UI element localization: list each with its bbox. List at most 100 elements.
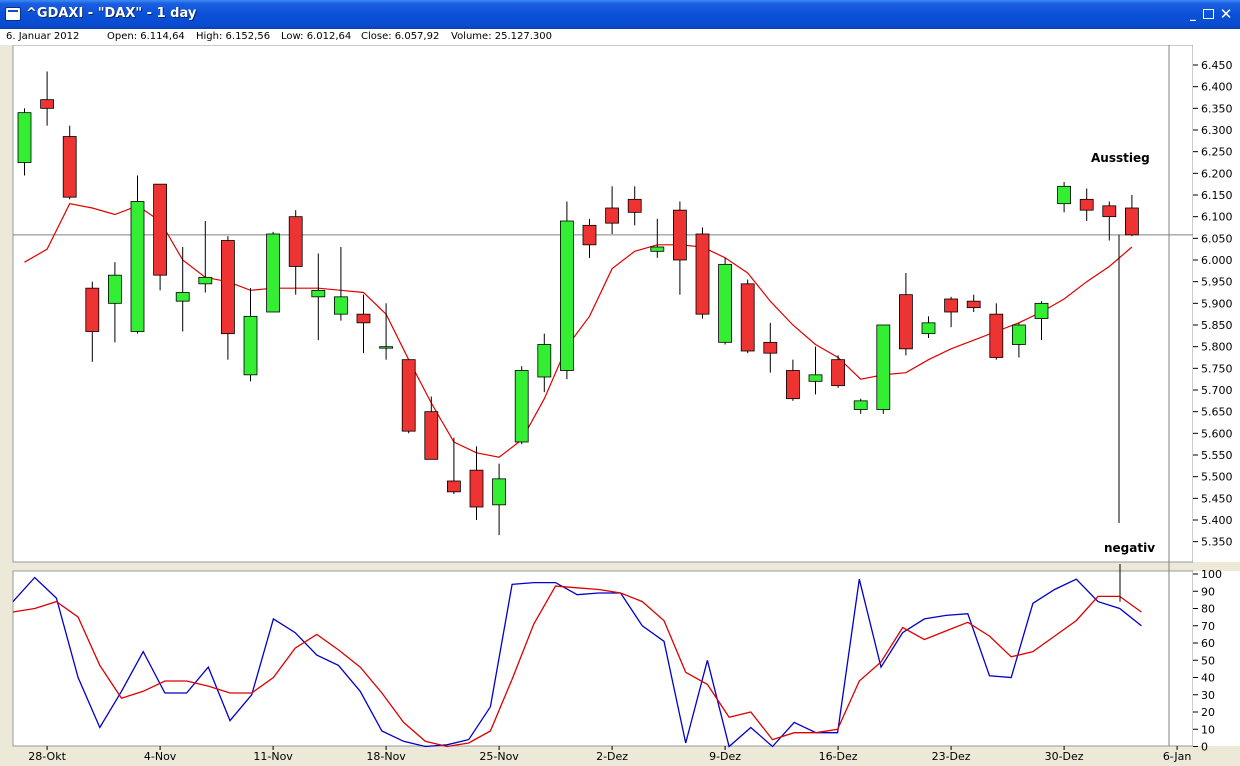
candle-body-up [853, 400, 868, 410]
candle-body-down [1125, 207, 1139, 236]
oscillator-line-blue [12, 576, 1142, 748]
candle-body-down [740, 283, 755, 352]
candle-body-up [921, 322, 936, 335]
candle-body-up [175, 292, 190, 302]
close-icon[interactable]: ✕ [1219, 5, 1233, 23]
candle [718, 257, 732, 345]
maximize-icon[interactable] [1203, 9, 1214, 19]
candle [921, 316, 936, 338]
chart-area[interactable]: 6.450 6.400 6.350 6.300 6.250 6.200 6.150 6.100… [0, 45, 1240, 766]
candle-body-up [1012, 324, 1026, 345]
candle-body-down [605, 207, 619, 224]
candle [17, 108, 32, 176]
price-axis-label: 5.750 [1201, 362, 1233, 375]
price-axis-label: 5.950 [1201, 276, 1233, 289]
candle-body-up [108, 274, 122, 304]
price-panel[interactable] [12, 45, 1194, 563]
candle-body-up [1057, 185, 1071, 205]
candle-body-down [627, 198, 642, 213]
candle [876, 324, 891, 414]
candle [220, 236, 235, 360]
chart-window-icon[interactable] [5, 7, 21, 21]
price-axis-label: 6.400 [1201, 81, 1233, 94]
candle-body-up [198, 276, 213, 285]
candle-body-down [356, 313, 371, 324]
x-axis-label: 16-Dez [819, 750, 858, 763]
oscillator-panel[interactable] [12, 570, 1194, 747]
oscillator-line-red [12, 585, 1142, 748]
price-axis-label: 5.500 [1201, 471, 1233, 484]
oscillator-axis-label: 70 [1201, 620, 1215, 633]
candle-body-down [989, 313, 1004, 358]
x-axis-label: 2-Dez [596, 750, 628, 763]
candle-body-up [492, 478, 507, 506]
candle [786, 359, 800, 401]
info-open: Open: 6.114,64 [107, 31, 185, 42]
price-axis-label: 5.650 [1201, 406, 1233, 419]
price-axis-label: 5.350 [1201, 536, 1233, 549]
candle [740, 279, 755, 354]
oscillator-axis-label: 30 [1201, 689, 1215, 702]
x-axis-label: 11-Nov [253, 750, 293, 763]
candle-body-up [266, 233, 281, 313]
window-titlebar[interactable]: ^GDAXI - "DAX" - 1 day _ ✕ [0, 0, 1240, 29]
candle-body-down [966, 300, 981, 309]
oscillator-axis-label: 60 [1201, 637, 1215, 650]
candle-body-down [220, 240, 235, 335]
candle [944, 296, 958, 328]
candle [266, 231, 281, 313]
info-volume: Volume: 25.127.300 [451, 31, 552, 42]
candle [85, 281, 100, 362]
price-axis-label: 5.900 [1201, 297, 1233, 310]
candle-body-down [695, 233, 710, 315]
candle [379, 303, 394, 360]
info-high: High: 6.152,56 [196, 31, 271, 42]
candle-body-down [763, 341, 778, 354]
candle-body-up [808, 374, 823, 382]
candle-body-down [786, 370, 800, 400]
candle-body-down [831, 359, 845, 387]
oscillator-axis-label: 100 [1201, 568, 1222, 581]
candle-body-down [582, 224, 597, 246]
oscillator-axis-label: 40 [1201, 672, 1215, 685]
candle [401, 359, 416, 434]
candle-body-up [243, 315, 258, 376]
candle [153, 183, 168, 291]
price-axis-label: 5.700 [1201, 384, 1233, 397]
candle [560, 201, 574, 380]
price-axis-label: 6.200 [1201, 167, 1233, 180]
price-axis-label: 6.150 [1201, 189, 1233, 202]
info-low: Low: 6.012,64 [281, 31, 352, 42]
candle [514, 366, 529, 445]
oscillator-axis-label: 80 [1201, 603, 1215, 616]
price-axis-label: 5.800 [1201, 341, 1233, 354]
candle-body-down [446, 480, 461, 493]
candle-body-down [1102, 205, 1117, 218]
price-axis-label: 6.050 [1201, 232, 1233, 245]
candle-body-up [333, 296, 348, 315]
x-axis-label: 30-Dez [1045, 750, 1084, 763]
oscillator-axis [1193, 571, 1240, 746]
x-axis-label: 28-Okt [28, 750, 66, 763]
candle-body-down [62, 136, 77, 198]
candle [1079, 188, 1094, 221]
candle-body-down [401, 359, 416, 432]
candle [582, 218, 597, 258]
price-axis-label: 6.450 [1201, 59, 1233, 72]
x-axis-label: 9-Dez [709, 750, 741, 763]
candle-body-up [650, 246, 665, 252]
minimize-icon[interactable]: _ [1190, 7, 1196, 21]
price-axis-label: 5.400 [1201, 514, 1233, 527]
oscillator-axis-label: 10 [1201, 723, 1215, 736]
candle [492, 463, 507, 536]
candle-body-up [514, 370, 529, 443]
candle-body-up [560, 220, 574, 371]
candle-body-up [311, 289, 326, 298]
candle-body-up [379, 346, 394, 349]
candle [243, 288, 258, 382]
candle [446, 437, 461, 494]
info-close: Close: 6.057,92 [361, 31, 440, 42]
info-date: 6. Januar 2012 [6, 31, 80, 42]
candle [424, 396, 439, 460]
candle [1102, 201, 1117, 241]
